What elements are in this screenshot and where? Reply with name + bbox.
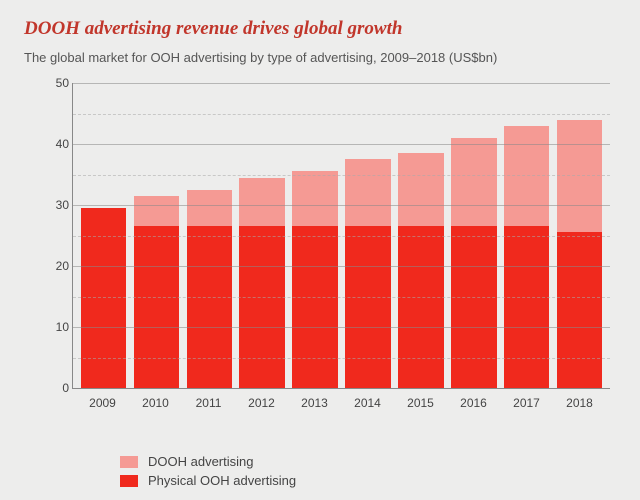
- y-tick-label: 0: [51, 381, 69, 395]
- x-tick-label: 2009: [76, 391, 129, 413]
- y-tick-label: 50: [51, 76, 69, 90]
- legend-label: Physical OOH advertising: [148, 473, 296, 488]
- bar-segment: [398, 153, 443, 226]
- bar-segment: [504, 226, 549, 388]
- legend-item: DOOH advertising: [120, 454, 296, 469]
- bar-segment: [292, 226, 337, 388]
- x-tick-label: 2018: [553, 391, 606, 413]
- bar-segment: [292, 171, 337, 226]
- bar-segment: [239, 226, 284, 388]
- legend-swatch: [120, 475, 138, 487]
- chart-subtitle: The global market for OOH advertising by…: [24, 50, 616, 65]
- bar-segment: [134, 196, 179, 227]
- x-tick-label: 2011: [182, 391, 235, 413]
- bar-segment: [345, 159, 390, 226]
- plot-area: 01020304050: [72, 83, 610, 389]
- y-tick-label: 20: [51, 259, 69, 273]
- y-tick-label: 10: [51, 320, 69, 334]
- x-tick-label: 2014: [341, 391, 394, 413]
- bar-segment: [557, 120, 602, 233]
- bar-segment: [239, 178, 284, 227]
- legend-swatch: [120, 456, 138, 468]
- chart-title: DOOH advertising revenue drives global g…: [24, 18, 616, 40]
- bar-segment: [557, 232, 602, 388]
- bar-segment: [187, 190, 232, 227]
- bar-segment: [451, 226, 496, 388]
- x-tick-label: 2015: [394, 391, 447, 413]
- chart-area: 01020304050 2009201020112012201320142015…: [50, 83, 610, 413]
- legend-label: DOOH advertising: [148, 454, 253, 469]
- y-tick-label: 30: [51, 198, 69, 212]
- x-tick-label: 2013: [288, 391, 341, 413]
- bar-segment: [451, 138, 496, 226]
- bar-segment: [134, 226, 179, 388]
- x-tick-label: 2010: [129, 391, 182, 413]
- x-tick-label: 2016: [447, 391, 500, 413]
- chart-container: DOOH advertising revenue drives global g…: [0, 0, 640, 500]
- bar-segment: [504, 126, 549, 227]
- legend-item: Physical OOH advertising: [120, 473, 296, 488]
- bar-segment: [187, 226, 232, 388]
- legend: DOOH advertising Physical OOH advertisin…: [120, 450, 296, 488]
- x-tick-label: 2017: [500, 391, 553, 413]
- bar-segment: [398, 226, 443, 388]
- x-tick-label: 2012: [235, 391, 288, 413]
- x-axis-labels: 2009201020112012201320142015201620172018: [72, 391, 610, 413]
- bar-segment: [345, 226, 390, 388]
- y-tick-label: 40: [51, 137, 69, 151]
